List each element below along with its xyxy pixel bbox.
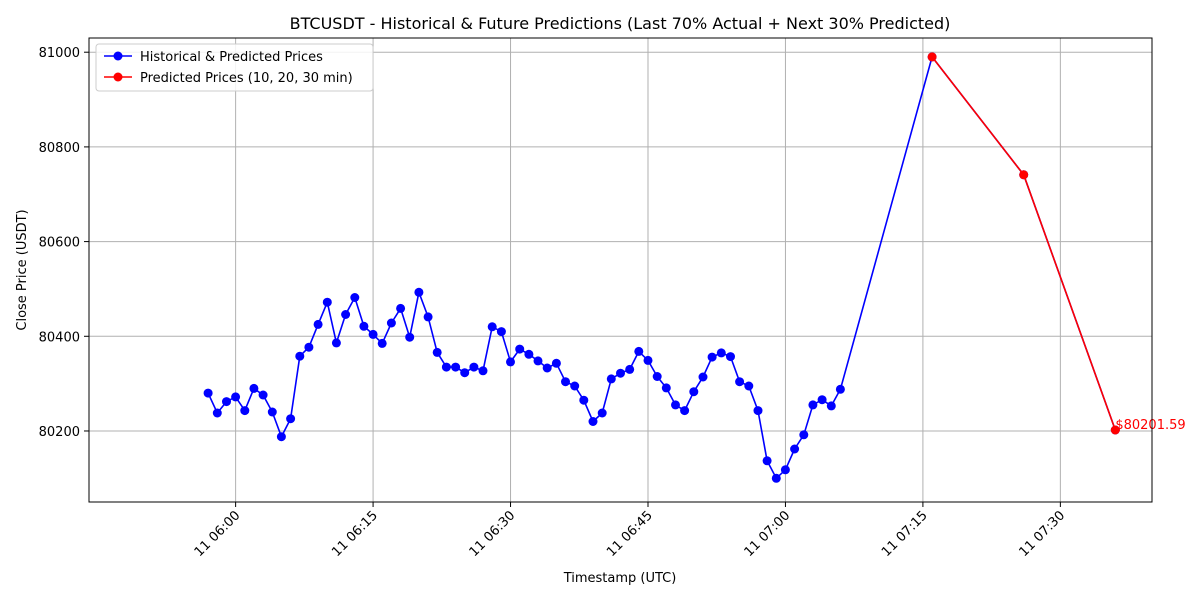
- series-0-point: [258, 390, 268, 400]
- series-0-point: [249, 383, 259, 393]
- series-0-point: [726, 352, 735, 362]
- series-0-point: [267, 407, 277, 417]
- series-0-point: [643, 355, 653, 365]
- series-0-point: [753, 406, 763, 416]
- chart-title: BTCUSDT - Historical & Future Prediction…: [290, 14, 951, 33]
- series-0-point: [707, 352, 717, 362]
- series-0-point: [597, 408, 607, 418]
- series-0-point: [735, 377, 745, 387]
- series-0-point: [295, 351, 305, 361]
- series-0-point: [377, 338, 387, 348]
- series-0-point: [616, 368, 625, 378]
- series-0-point: [515, 344, 525, 354]
- series-layer: $80201.59: [203, 52, 1186, 483]
- y-tick-label: 80800: [39, 141, 80, 156]
- series-0-point: [606, 374, 616, 384]
- series-0-point: [762, 456, 772, 466]
- series-0-point: [826, 401, 836, 411]
- series-0-point: [460, 368, 470, 378]
- series-0-point: [414, 287, 424, 297]
- series-0-point: [570, 381, 580, 391]
- series-0-point: [817, 395, 827, 405]
- series-0-point: [533, 356, 543, 366]
- series-0-point: [506, 357, 515, 367]
- series-0-point: [469, 362, 479, 372]
- series-1-point: [1019, 170, 1029, 180]
- series-0-point: [780, 465, 790, 475]
- series-0-point: [368, 329, 378, 339]
- series-0-point: [551, 358, 561, 368]
- series-0-point: [423, 312, 433, 322]
- series-0-point: [222, 397, 231, 407]
- series-0-point: [359, 321, 369, 331]
- series-0-point: [441, 362, 451, 372]
- legend-label: Predicted Prices (10, 20, 30 min): [140, 71, 353, 86]
- series-0-point: [231, 392, 241, 402]
- y-tick-label: 80200: [39, 425, 80, 440]
- series-0-point: [240, 406, 250, 416]
- series-0-point: [808, 400, 818, 410]
- series-0-point: [496, 327, 506, 337]
- series-0-point: [579, 395, 589, 405]
- series-0-point: [698, 372, 708, 382]
- series-0-point: [634, 346, 644, 356]
- series-0-point: [350, 293, 360, 302]
- series-0-point: [203, 388, 213, 398]
- y-tick-label: 80600: [39, 236, 80, 251]
- series-0-point: [386, 318, 396, 328]
- series-0-point: [671, 400, 680, 410]
- series-0-point: [790, 444, 800, 454]
- series-1-point: [927, 52, 937, 62]
- legend: Historical & Predicted Prices Predicted P…: [95, 43, 374, 92]
- series-0-point: [286, 414, 296, 424]
- series-0-point: [799, 430, 809, 440]
- series-0-point: [625, 364, 635, 374]
- y-tick-label: 80400: [39, 330, 80, 345]
- series-0-point: [524, 349, 534, 359]
- series-0-point: [396, 303, 406, 313]
- price-annotation: $80201.59: [1115, 418, 1185, 433]
- series-0-point: [744, 381, 754, 391]
- series-0-point: [588, 417, 598, 426]
- series-0-point: [689, 387, 699, 397]
- series-0-point: [432, 347, 442, 357]
- series-0-point: [313, 319, 323, 329]
- series-0-point: [322, 297, 332, 307]
- series-0-point: [212, 408, 222, 418]
- plot-frame: [88, 37, 1153, 503]
- series-0-point: [542, 363, 552, 373]
- grid: [89, 38, 1152, 502]
- y-tick-label: 81000: [39, 46, 80, 61]
- series-0-point: [331, 338, 341, 348]
- series-0-point: [771, 473, 781, 483]
- series-0-point: [341, 310, 351, 319]
- series-0-point: [680, 406, 690, 416]
- series-0-point: [716, 348, 726, 358]
- series-0-point: [835, 384, 845, 394]
- series-0-point: [652, 372, 662, 381]
- x-axis-label: Timestamp (UTC): [563, 571, 677, 586]
- series-0-point: [451, 362, 461, 372]
- series-0-point: [478, 366, 488, 376]
- series-0-point: [276, 432, 286, 442]
- series-0-point: [405, 332, 415, 342]
- legend-marker: [113, 72, 123, 82]
- series-0-point: [304, 342, 314, 352]
- series-0-point: [561, 377, 570, 387]
- series-0-point: [487, 322, 497, 332]
- series-1-point: [1110, 425, 1120, 435]
- legend-label: Historical & Predicted Prices: [140, 50, 323, 65]
- series-0-point: [661, 383, 671, 393]
- legend-box: [95, 43, 374, 92]
- y-axis-label: Close Price (USDT): [15, 209, 30, 330]
- legend-marker: [113, 51, 123, 61]
